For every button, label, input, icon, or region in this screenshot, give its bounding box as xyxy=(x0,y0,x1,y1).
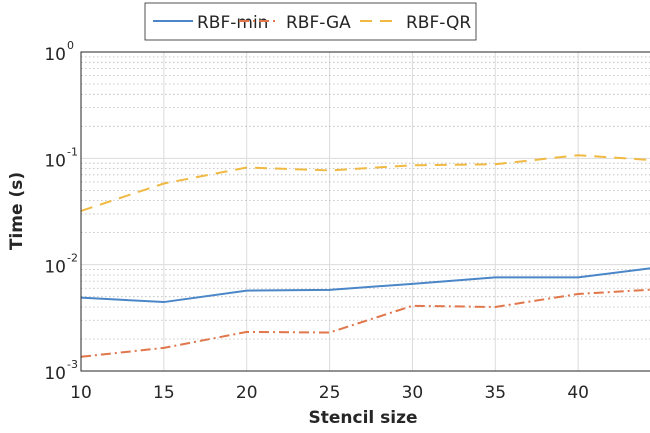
y-tick-label: 10 xyxy=(44,45,66,65)
y-axis-label: Time (s) xyxy=(7,172,27,250)
x-tick-label: 20 xyxy=(236,383,258,403)
legend: RBF-min RBF-GA RBF-QR xyxy=(144,2,477,41)
x-tick-label: 40 xyxy=(567,383,589,403)
y-tick-exponent: -1 xyxy=(67,145,78,158)
legend-box xyxy=(144,2,477,41)
y-tick-exponent: -2 xyxy=(67,252,78,265)
legend-label-rbf-min: RBF-min xyxy=(197,13,268,33)
y-tick-label: 10 xyxy=(44,151,66,171)
y-tick-exponent: 0 xyxy=(67,39,74,52)
x-tick-labels: 1015202530354045 xyxy=(70,383,589,403)
series-line-rbf-qr xyxy=(80,154,650,212)
series-line-rbf-min xyxy=(80,267,650,304)
x-tick-label: 10 xyxy=(70,383,92,403)
x-tick-label: 25 xyxy=(319,383,341,403)
legend-label-rbf-qr: RBF-QR xyxy=(406,13,471,33)
series-lines xyxy=(80,154,650,358)
x-axis-label: Stencil size xyxy=(308,408,417,428)
y-tick-exponent: -3 xyxy=(67,358,78,371)
legend-label-rbf-ga: RBF-GA xyxy=(286,13,351,33)
y-tick-label: 10 xyxy=(44,258,66,278)
x-tick-label: 35 xyxy=(484,383,506,403)
x-tick-label: 30 xyxy=(402,383,424,403)
y-tick-label: 10 xyxy=(44,364,66,384)
plot-frame xyxy=(80,51,650,372)
grid xyxy=(80,51,650,372)
x-tick-label: 15 xyxy=(153,383,175,403)
series-line-rbf-ga xyxy=(80,288,650,358)
